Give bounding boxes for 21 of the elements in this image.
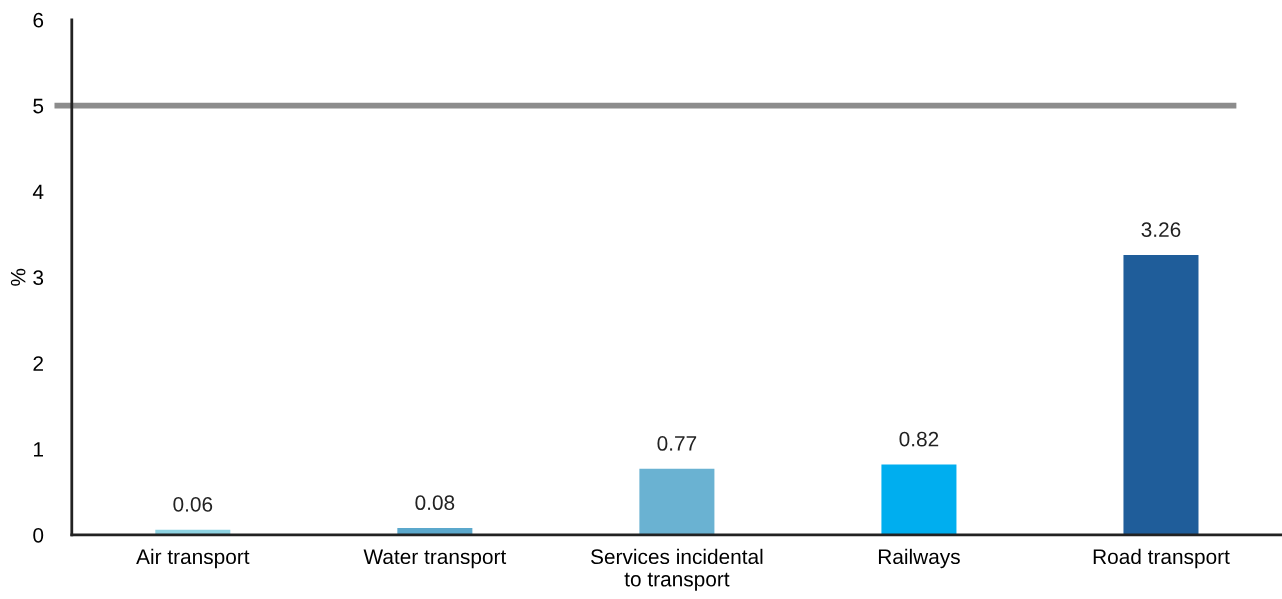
data-label: 3.26 — [1141, 222, 1181, 238]
x-tick-label: Water transport — [363, 549, 507, 569]
x-tick-label: Services incidental to transport — [591, 548, 763, 591]
y-tick-label: 4 — [32, 184, 44, 200]
data-label: 0.77 — [657, 436, 697, 451]
x-tick-label: Air transport — [136, 548, 250, 569]
y-tick-label: 3 — [33, 270, 44, 286]
bar — [881, 464, 957, 535]
x-tick-label: Railways — [878, 548, 960, 569]
y-tick-label: 6 — [33, 12, 44, 28]
y-axis-title: % — [10, 268, 26, 286]
y-tick-label: 5 — [33, 98, 44, 114]
bar — [1123, 255, 1199, 535]
x-tick-label: Road transport — [1093, 548, 1230, 569]
bar — [639, 468, 715, 535]
data-label: 0.06 — [173, 497, 213, 512]
y-tick-label: 1 — [34, 442, 43, 457]
data-label: 0.08 — [415, 495, 455, 511]
data-label: 0.82 — [899, 431, 939, 447]
y-tick-label: 2 — [33, 356, 43, 371]
y-tick-label: 0 — [33, 527, 44, 543]
